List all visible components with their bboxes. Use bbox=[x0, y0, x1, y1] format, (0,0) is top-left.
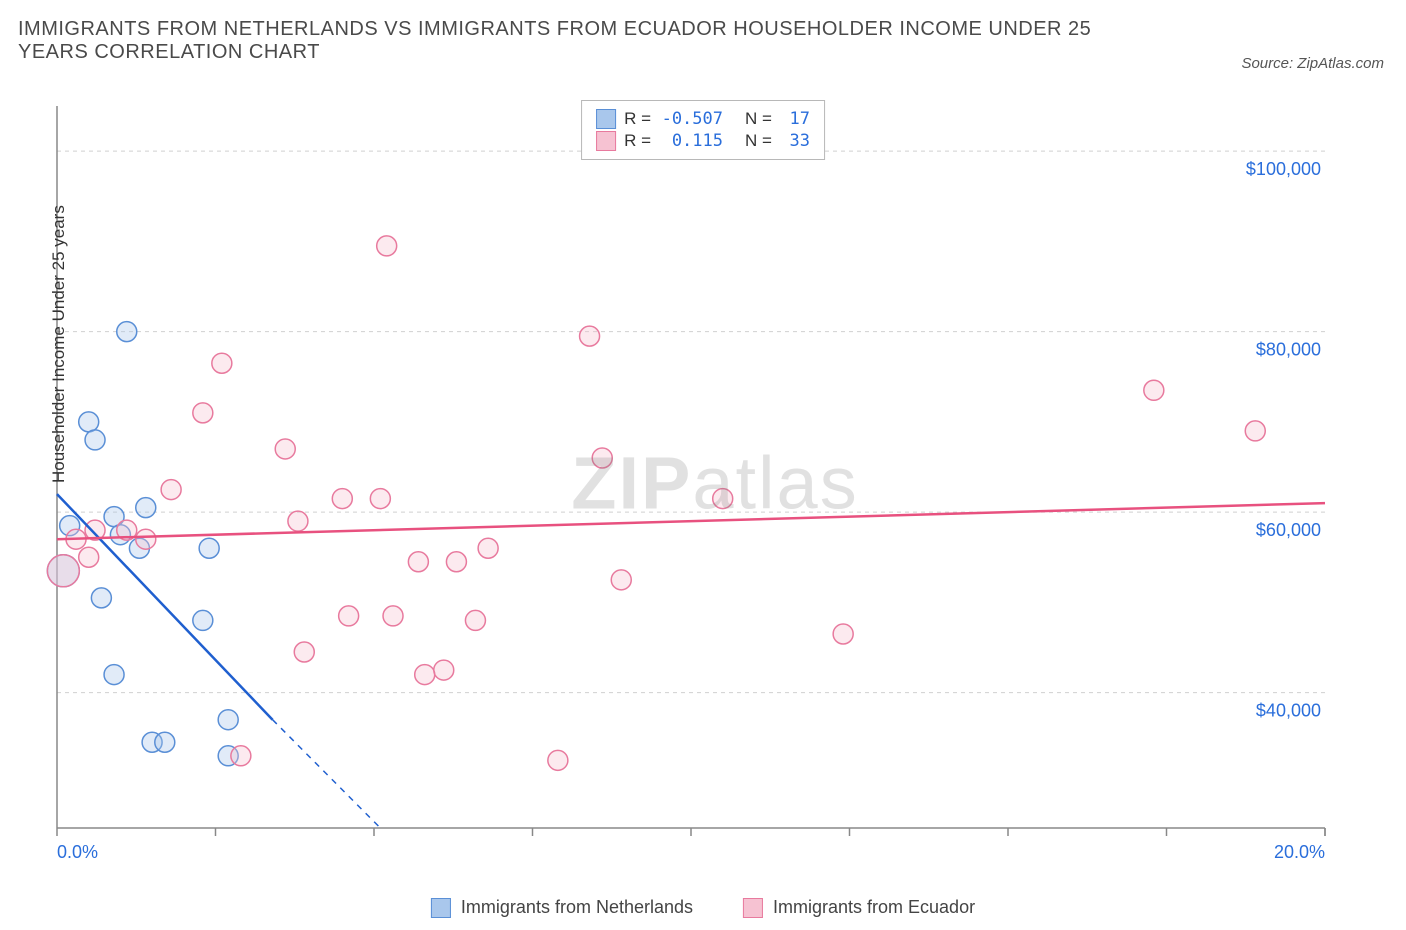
scatter-point bbox=[212, 353, 232, 373]
scatter-point bbox=[85, 430, 105, 450]
scatter-point bbox=[117, 322, 137, 342]
chart-title: IMMIGRANTS FROM NETHERLANDS VS IMMIGRANT… bbox=[18, 18, 1118, 64]
scatter-point bbox=[592, 448, 612, 468]
scatter-point bbox=[79, 547, 99, 567]
scatter-point bbox=[161, 480, 181, 500]
legend-swatch-icon bbox=[596, 131, 616, 151]
scatter-point bbox=[91, 588, 111, 608]
scatter-point bbox=[465, 610, 485, 630]
regression-line bbox=[57, 494, 273, 720]
scatter-point bbox=[218, 710, 238, 730]
legend-r-value: 0.115 bbox=[659, 131, 723, 151]
regression-line-extrapolated bbox=[273, 720, 381, 828]
legend-n-value: 33 bbox=[780, 131, 810, 151]
correlation-legend-row: R = -0.507 N = 17 bbox=[596, 109, 810, 129]
x-tick-label: 0.0% bbox=[57, 842, 98, 862]
scatter-chart: $40,000 $60,000 $80,000 $100,000 0.0% 20.0% bbox=[45, 98, 1385, 868]
x-tick-label: 20.0% bbox=[1274, 842, 1325, 862]
scatter-point bbox=[713, 489, 733, 509]
legend-n-label: N = bbox=[745, 109, 772, 129]
scatter-point bbox=[104, 665, 124, 685]
legend-swatch-icon bbox=[431, 898, 451, 918]
scatter-point bbox=[339, 606, 359, 626]
scatter-point bbox=[155, 732, 175, 752]
scatter-point bbox=[193, 403, 213, 423]
legend-swatch-icon bbox=[596, 109, 616, 129]
scatter-point bbox=[377, 236, 397, 256]
scatter-point bbox=[478, 538, 498, 558]
scatter-point bbox=[1245, 421, 1265, 441]
scatter-point bbox=[275, 439, 295, 459]
series-legend-item: Immigrants from Ecuador bbox=[743, 897, 975, 918]
scatter-point bbox=[580, 326, 600, 346]
y-axis-label: Householder Income Under 25 years bbox=[49, 205, 69, 483]
correlation-legend: R = -0.507 N = 17 R = 0.115 N = 33 bbox=[581, 100, 825, 160]
scatter-point bbox=[136, 529, 156, 549]
source-attribution: Source: ZipAtlas.com bbox=[1241, 55, 1384, 72]
series-legend-label: Immigrants from Netherlands bbox=[461, 897, 693, 918]
legend-swatch-icon bbox=[743, 898, 763, 918]
scatter-point bbox=[383, 606, 403, 626]
scatter-point bbox=[47, 555, 79, 587]
series-legend: Immigrants from Netherlands Immigrants fr… bbox=[431, 897, 975, 918]
y-tick-label: $80,000 bbox=[1256, 340, 1321, 360]
scatter-point bbox=[415, 665, 435, 685]
regression-line bbox=[57, 503, 1325, 539]
legend-n-label: N = bbox=[745, 131, 772, 151]
scatter-point bbox=[548, 750, 568, 770]
series-legend-item: Immigrants from Netherlands bbox=[431, 897, 693, 918]
legend-n-value: 17 bbox=[780, 109, 810, 129]
series-legend-label: Immigrants from Ecuador bbox=[773, 897, 975, 918]
correlation-legend-row: R = 0.115 N = 33 bbox=[596, 131, 810, 151]
scatter-point bbox=[1144, 380, 1164, 400]
y-tick-label: $60,000 bbox=[1256, 520, 1321, 540]
scatter-point bbox=[446, 552, 466, 572]
scatter-point bbox=[231, 746, 251, 766]
scatter-point bbox=[79, 412, 99, 432]
y-tick-label: $40,000 bbox=[1256, 701, 1321, 721]
y-tick-label: $100,000 bbox=[1246, 159, 1321, 179]
scatter-point bbox=[408, 552, 428, 572]
legend-r-label: R = bbox=[624, 131, 651, 151]
scatter-point bbox=[199, 538, 219, 558]
legend-r-value: -0.507 bbox=[659, 109, 723, 129]
chart-area: Householder Income Under 25 years $40,00… bbox=[45, 98, 1385, 868]
scatter-point bbox=[136, 498, 156, 518]
scatter-point bbox=[434, 660, 454, 680]
scatter-point bbox=[288, 511, 308, 531]
scatter-point bbox=[370, 489, 390, 509]
legend-r-label: R = bbox=[624, 109, 651, 129]
scatter-point bbox=[833, 624, 853, 644]
scatter-point bbox=[193, 610, 213, 630]
scatter-point bbox=[611, 570, 631, 590]
scatter-point bbox=[332, 489, 352, 509]
scatter-point bbox=[294, 642, 314, 662]
